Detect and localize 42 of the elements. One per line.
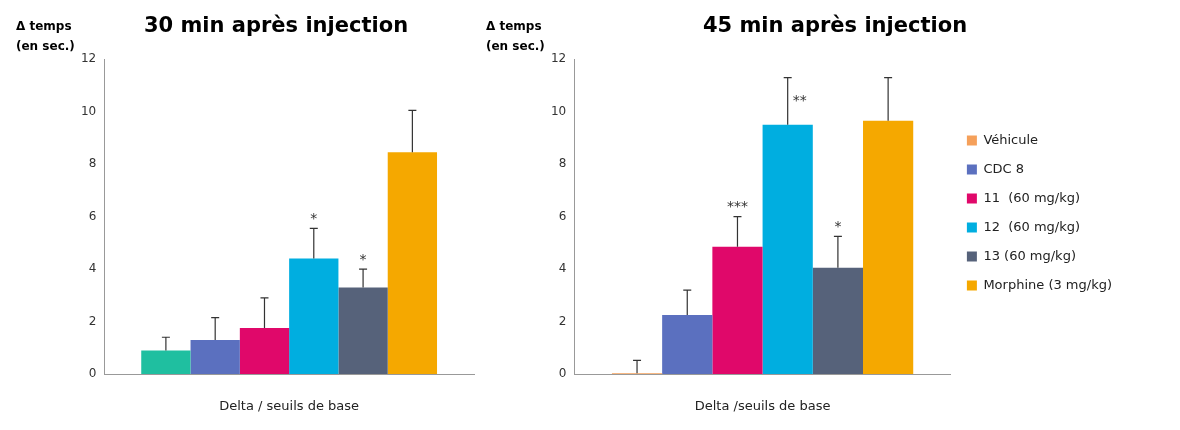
bar — [289, 258, 339, 374]
chart-title: 30 min après injection — [143, 13, 409, 38]
data-label: * — [834, 217, 842, 234]
y-tick-label: 12 — [80, 51, 97, 66]
bar — [712, 246, 763, 374]
y-tick-label: 10 — [550, 103, 567, 118]
legend-label: Morphine (3 mg/kg) — [983, 276, 1113, 292]
y-axis-title: Δ temps (en sec.) — [486, 19, 545, 53]
x-axis-title: Delta / seuils de base — [219, 397, 360, 413]
y-tick-label: 0 — [558, 366, 567, 381]
bar — [387, 152, 438, 374]
y-tick-label: 12 — [550, 51, 567, 66]
y-tick-label: 2 — [558, 313, 567, 328]
y-tick-label: 8 — [558, 156, 567, 171]
legend-label: CDC 8 — [983, 160, 1024, 176]
y-tick-label: 4 — [88, 261, 97, 276]
bar — [338, 287, 388, 374]
y-tick-label: 2 — [88, 313, 97, 328]
y-tick-label: 4 — [558, 261, 567, 276]
bar — [239, 328, 290, 374]
x-axis-title: Delta /seuils de base — [694, 397, 831, 413]
data-label: *** — [726, 198, 748, 215]
legend-label: 13 (60 mg/kg) — [983, 247, 1076, 263]
y-tick-label: 6 — [88, 208, 97, 223]
bar — [863, 120, 914, 374]
bar — [762, 124, 813, 374]
y-tick-label: 8 — [88, 156, 97, 171]
data-label: * — [310, 210, 318, 227]
bar — [812, 267, 864, 374]
chart-title: 45 min après injection — [702, 13, 968, 38]
y-tick-label: 10 — [80, 103, 97, 118]
bar — [190, 339, 240, 374]
bar — [662, 314, 713, 374]
data-label: * — [359, 250, 367, 267]
legend-label: 12 (60 mg/kg) — [983, 218, 1081, 234]
y-tick-label: 6 — [558, 208, 567, 223]
bar — [141, 350, 191, 374]
y-tick-label: 0 — [88, 366, 97, 381]
y-axis-title: Δ temps (en sec.) — [16, 19, 75, 53]
legend-label: 11 (60 mg/kg) — [983, 189, 1081, 205]
data-label: ** — [792, 91, 807, 108]
legend-label: Véhicule — [983, 131, 1039, 147]
